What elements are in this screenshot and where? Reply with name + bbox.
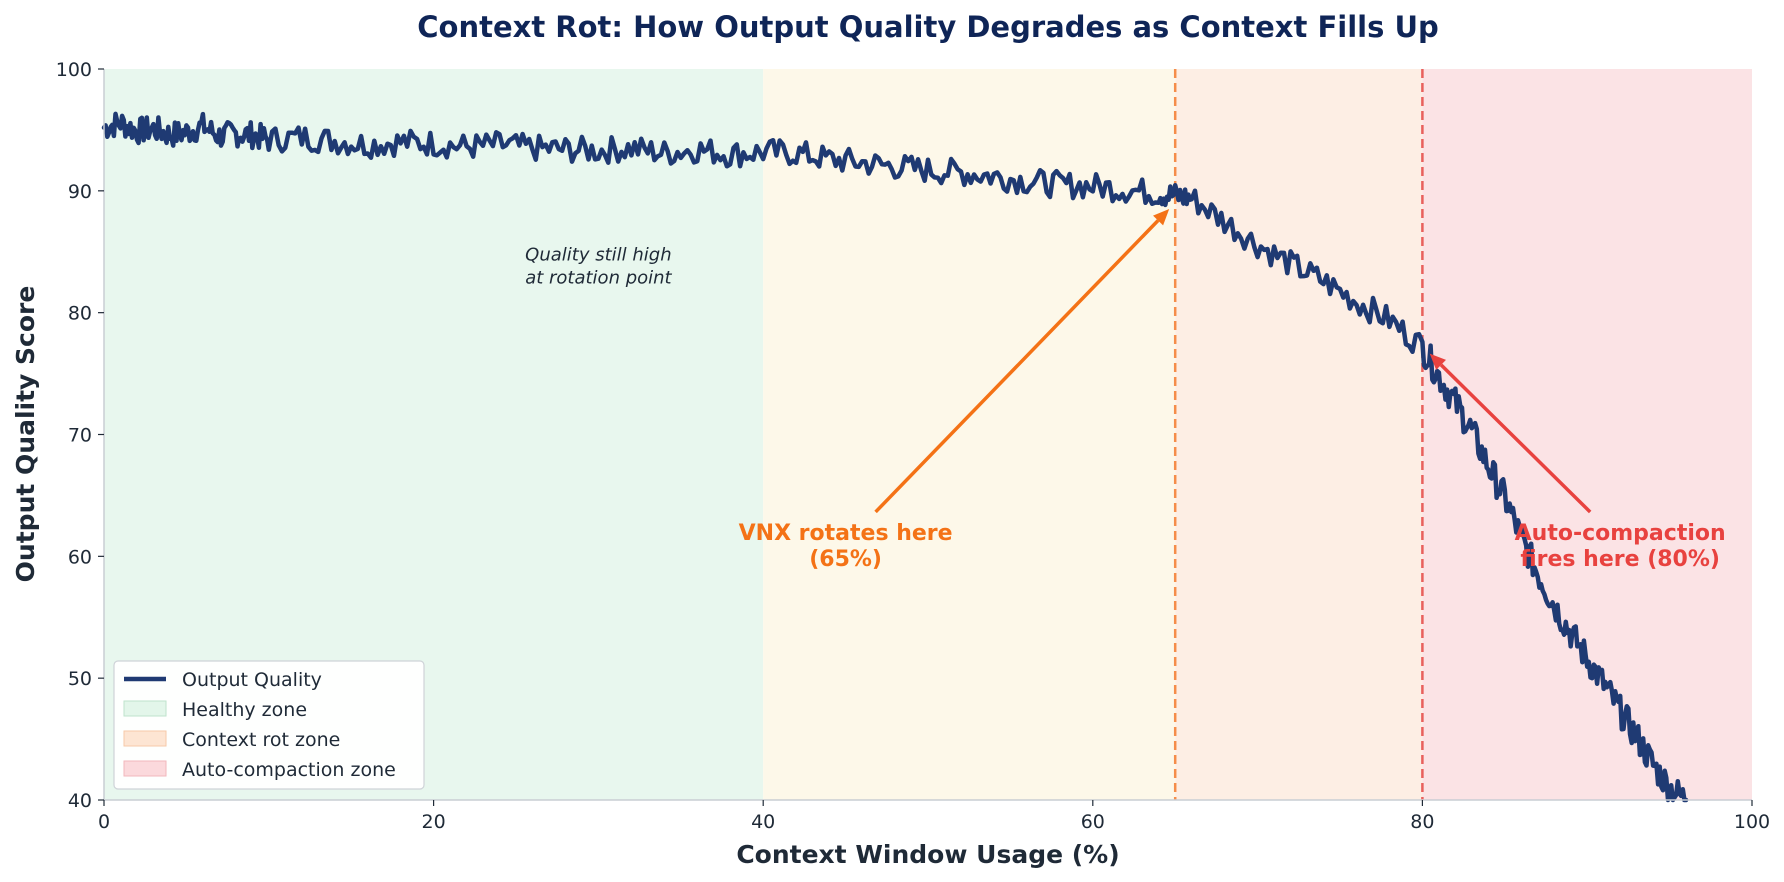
zone-backgrounds (104, 69, 1752, 800)
auto-compaction-zone-band (1422, 69, 1752, 800)
y-axis-label: Output Quality Score (11, 286, 40, 583)
legend-swatch-healthy (123, 700, 167, 717)
y-tick-label: 100 (56, 59, 92, 81)
vnx-rotation-arrow (874, 219, 1160, 514)
legend-swatch-auto-compaction (123, 760, 167, 777)
auto-compaction-arrowhead (1429, 353, 1447, 370)
x-axis-label: Context Window Usage (%) (736, 840, 1119, 869)
x-ticks: 0 20 40 60 80 100 (98, 800, 1770, 833)
y-tick-label: 60 (68, 546, 92, 568)
legend: Output Quality Healthy zone Context rot … (113, 660, 425, 790)
vnx-annotation-line-1: VNX rotates here (739, 521, 953, 546)
legend-label-output-quality: Output Quality (182, 669, 322, 691)
legend-label-auto-compaction: Auto-compaction zone (182, 759, 396, 781)
note-line-2: at rotation point (525, 267, 672, 288)
auto-compaction-arrow (1439, 363, 1592, 514)
legend-label-healthy: Healthy zone (182, 699, 307, 721)
x-tick-label: 60 (1081, 811, 1105, 833)
x-tick-label: 20 (422, 811, 446, 833)
x-tick-label: 40 (751, 811, 775, 833)
transition-zone-band (763, 69, 1176, 800)
output-quality-line (101, 111, 1689, 803)
y-ticks: 40 50 60 70 80 90 100 (56, 59, 104, 812)
note-line-1: Quality still high (525, 244, 671, 265)
legend-box (113, 660, 425, 790)
x-tick-label: 0 (98, 811, 110, 833)
auto-annotation-line-1: Auto-compaction (1515, 521, 1726, 546)
y-tick-label: 50 (68, 668, 92, 690)
x-tick-label: 100 (1734, 811, 1770, 833)
legend-swatch-context-rot (123, 730, 167, 747)
auto-annotation-line-2: fires here (80%) (1520, 547, 1720, 572)
y-tick-label: 40 (68, 790, 92, 812)
vnx-annotation-line-2: (65%) (809, 547, 882, 572)
y-tick-label: 90 (68, 181, 92, 203)
y-tick-label: 80 (68, 303, 92, 325)
legend-label-context-rot: Context rot zone (182, 729, 340, 751)
x-tick-label: 80 (1410, 811, 1434, 833)
chart-title: Context Rot: How Output Quality Degrades… (417, 10, 1439, 44)
vnx-arrowhead (1153, 209, 1170, 226)
context-rot-zone-band (1175, 69, 1423, 800)
y-tick-label: 70 (68, 425, 92, 447)
